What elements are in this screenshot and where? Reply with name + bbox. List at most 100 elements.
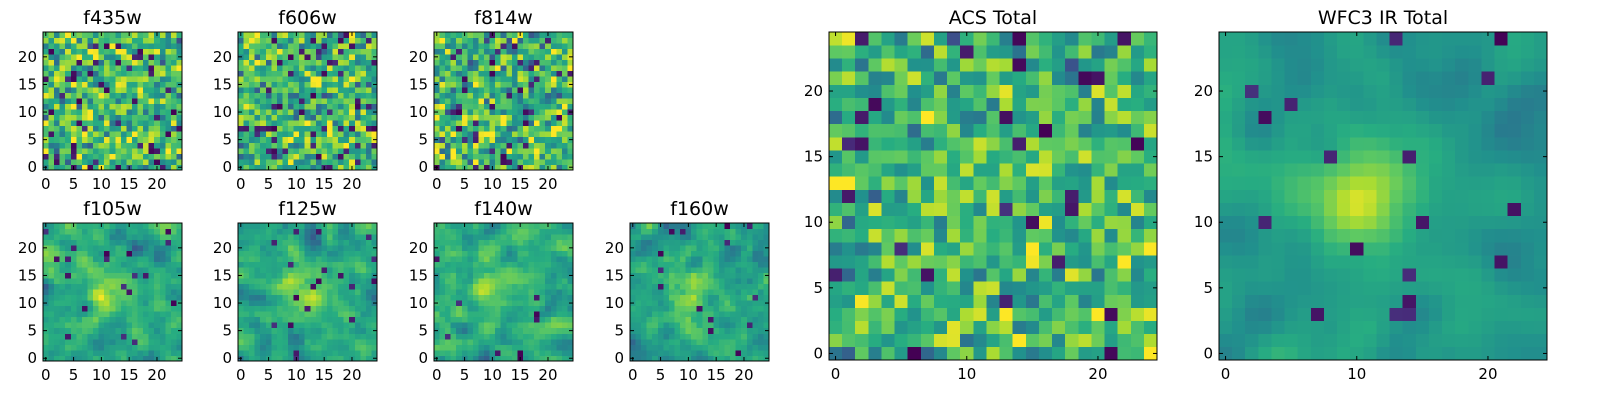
heatmap-cell [528,278,535,285]
heatmap-cell [276,311,283,318]
heatmap-cell [54,37,61,44]
heatmap-cell [556,54,563,60]
heatmap-cell [315,239,322,246]
heatmap-cell [730,294,736,301]
heatmap-cell [1091,176,1105,190]
heatmap-cell [561,250,568,257]
heatmap-cell [685,278,692,285]
heatmap-cell [371,43,378,49]
heatmap-cell [288,289,294,296]
heatmap-cell [534,109,540,116]
heatmap-cell [528,59,535,66]
heatmap-cell [332,54,339,60]
heatmap-cell [534,261,540,268]
heatmap-cell [154,239,161,246]
heatmap-cell [674,333,681,340]
heatmap-cell [556,256,563,262]
heatmap-cell [500,333,507,340]
heatmap-cell [478,59,485,66]
heatmap-cell [332,120,339,127]
heatmap-cell [456,98,463,105]
heatmap-cell [506,272,513,279]
heatmap-cell [674,234,681,240]
heatmap-cell [960,176,974,190]
heatmap-cell [947,268,961,282]
heatmap-cell [104,256,111,262]
heatmap-cell [76,48,83,55]
heatmap-cell [752,316,759,323]
heatmap-cell [265,234,272,240]
heatmap-cell [556,344,563,351]
heatmap-cell [109,305,116,312]
heatmap-cell [702,355,709,362]
heatmap-cell [238,349,244,356]
heatmap-cell [159,234,166,240]
heatmap-cell [70,109,77,116]
heatmap-cell [652,256,659,262]
heatmap-cell [450,316,457,323]
heatmap-cell [165,338,172,345]
heatmap-cell [143,250,149,257]
heatmap-cell [517,316,524,323]
heatmap-cell [472,289,479,296]
heatmap-cell [707,349,714,356]
heatmap-cell [243,98,250,105]
heatmap-cell [550,136,557,143]
heatmap-cell [76,278,83,285]
heatmap-cell [960,294,974,308]
x-tick-label: 10 [92,175,111,193]
heatmap-cell [517,289,524,296]
heatmap-cell [450,256,457,262]
heatmap-cell [338,76,344,83]
heatmap-cell [338,43,344,49]
heatmap-cell [170,338,177,345]
heatmap-cell [713,349,720,356]
heatmap-cell [326,103,333,110]
heatmap-cell [48,109,55,116]
heatmap-cell [104,344,111,351]
heatmap-cell [93,59,99,66]
heatmap-cell [478,327,485,334]
heatmap-cell [434,250,440,257]
heatmap-cell [1065,294,1079,308]
heatmap-cell [646,261,653,268]
heatmap-cell [43,234,49,240]
heatmap-cell [115,54,122,60]
heatmap-cell [467,256,474,262]
heatmap-cell [148,109,155,116]
heatmap-cell [561,87,568,94]
heatmap-cell [115,278,122,285]
heatmap-cell [528,305,535,312]
heatmap-cell [126,311,133,318]
heatmap-cell [76,59,83,66]
heatmap-cell [304,311,311,318]
heatmap-cell [561,37,568,44]
heatmap-cell [54,87,61,94]
heatmap-cell [947,150,961,164]
heatmap-cell [349,98,356,105]
heatmap-cell [148,147,155,154]
heatmap-cell [315,278,322,285]
heatmap-cell [467,153,474,160]
heatmap-cell [434,283,440,290]
heatmap-cell [304,289,311,296]
heatmap-cell [855,150,869,164]
heatmap-cell [550,228,557,235]
heatmap-cell [829,294,843,308]
heatmap-cell [310,228,317,235]
y-tick-label: 10 [213,294,232,312]
heatmap-cell [249,120,256,127]
heatmap-cell [343,65,350,71]
heatmap-cell [657,267,664,274]
heatmap-cell [148,355,155,362]
heatmap-cell [299,158,306,165]
heatmap-cell [299,272,306,279]
heatmap-cell [276,98,283,105]
heatmap-cell [550,267,557,274]
heatmap-cell [70,338,77,345]
heatmap-cell [657,289,664,296]
x-tick-label: 10 [92,366,111,384]
heatmap-cell [321,37,328,44]
heatmap-cell [87,131,94,138]
heatmap-cell [630,250,636,257]
